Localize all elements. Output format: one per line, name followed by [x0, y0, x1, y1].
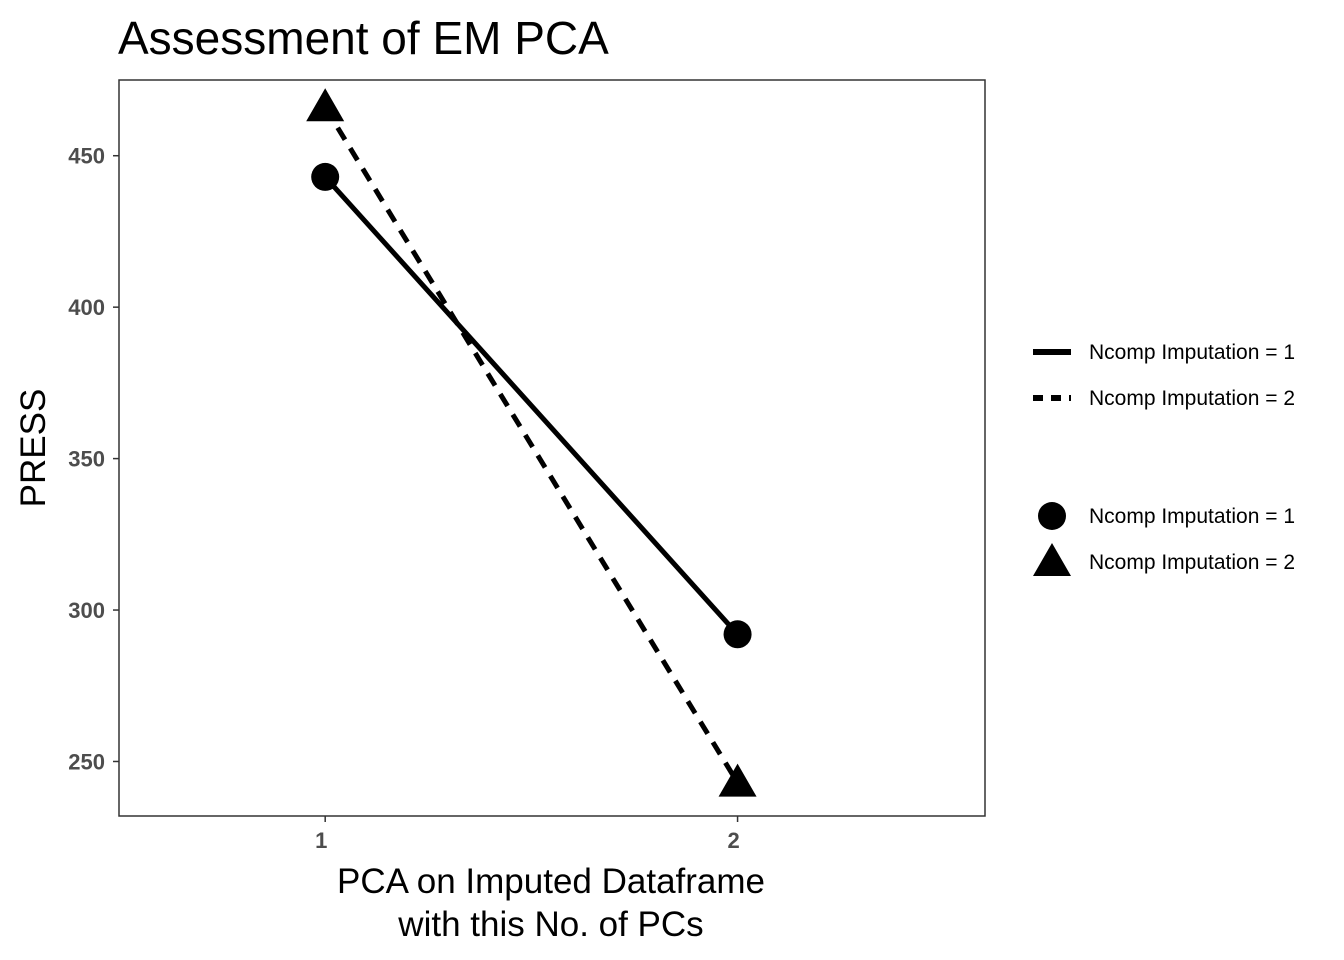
y-tick-label: 400 [68, 295, 105, 320]
x-tick-label: 2 [727, 828, 739, 853]
y-tick-label: 350 [68, 447, 105, 472]
series-lines [323, 105, 740, 784]
plot-panel [118, 79, 986, 817]
chart-title: Assessment of EM PCA [118, 12, 609, 64]
y-axis: 250 300 350 400 450 [68, 144, 119, 774]
legend: Ncomp Imputation = 1 Ncomp Imputation = 2… [1033, 341, 1295, 576]
legend-line-label: Ncomp Imputation = 1 [1089, 341, 1295, 364]
data-point [723, 620, 752, 649]
series-points [306, 88, 757, 797]
legend-marker-key [1038, 502, 1066, 530]
data-point [306, 88, 345, 122]
legend-marker-key [1033, 543, 1071, 576]
series-line [323, 105, 740, 784]
series-line [323, 175, 740, 636]
x-axis-label-line-2: with this No. of PCs [397, 905, 703, 944]
y-tick-label: 250 [68, 749, 105, 774]
y-axis-label: PRESS [14, 389, 53, 508]
x-tick-label: 1 [315, 828, 327, 853]
data-point [718, 763, 757, 797]
legend-marker-label: Ncomp Imputation = 1 [1089, 505, 1295, 528]
y-tick-label: 300 [68, 598, 105, 623]
legend-marker-label: Ncomp Imputation = 2 [1089, 551, 1295, 574]
legend-line-label: Ncomp Imputation = 2 [1089, 387, 1295, 410]
y-tick-label: 450 [68, 144, 105, 169]
data-point [311, 162, 340, 191]
x-axis-label-line-1: PCA on Imputed Dataframe [337, 862, 765, 901]
